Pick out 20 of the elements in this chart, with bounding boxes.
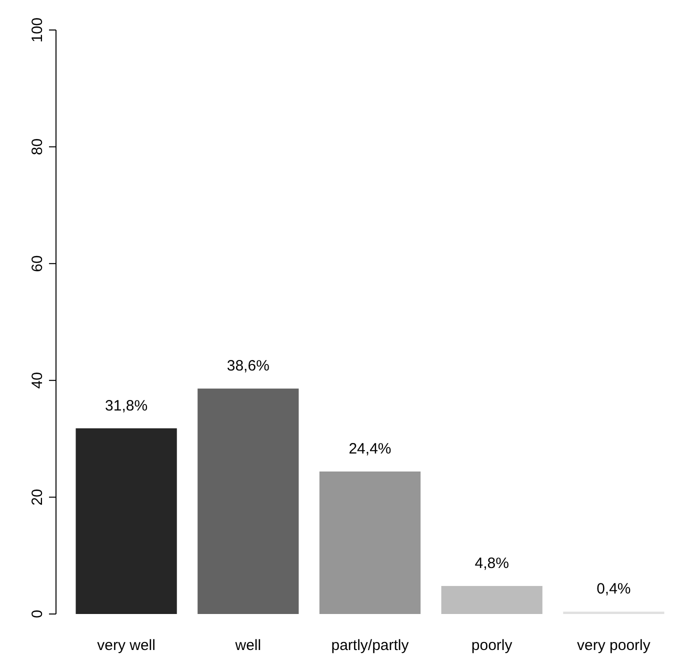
bar — [198, 388, 299, 614]
x-tick-label: very poorly — [577, 637, 651, 654]
data-label: 4,8% — [474, 554, 509, 572]
y-tick-label: 80 — [29, 138, 46, 156]
bar — [76, 428, 177, 614]
data-label: 24,4% — [348, 440, 392, 458]
data-label: 31,8% — [105, 397, 148, 414]
bar — [441, 586, 542, 614]
y-tick-label: 40 — [29, 372, 46, 389]
data-label: 38,6% — [226, 358, 270, 375]
data-label: 0,4% — [596, 580, 631, 598]
y-tick-label: 0 — [29, 610, 46, 618]
y-tick-label: 60 — [29, 255, 46, 272]
bar — [319, 472, 421, 614]
x-tick-label: partly/partly — [331, 637, 410, 654]
y-tick-label: 100 — [29, 17, 46, 43]
x-tick-label: well — [234, 637, 262, 654]
x-tick-label: very well — [97, 637, 156, 654]
y-tick-label: 20 — [29, 488, 46, 506]
x-tick-label: poorly — [471, 637, 513, 654]
